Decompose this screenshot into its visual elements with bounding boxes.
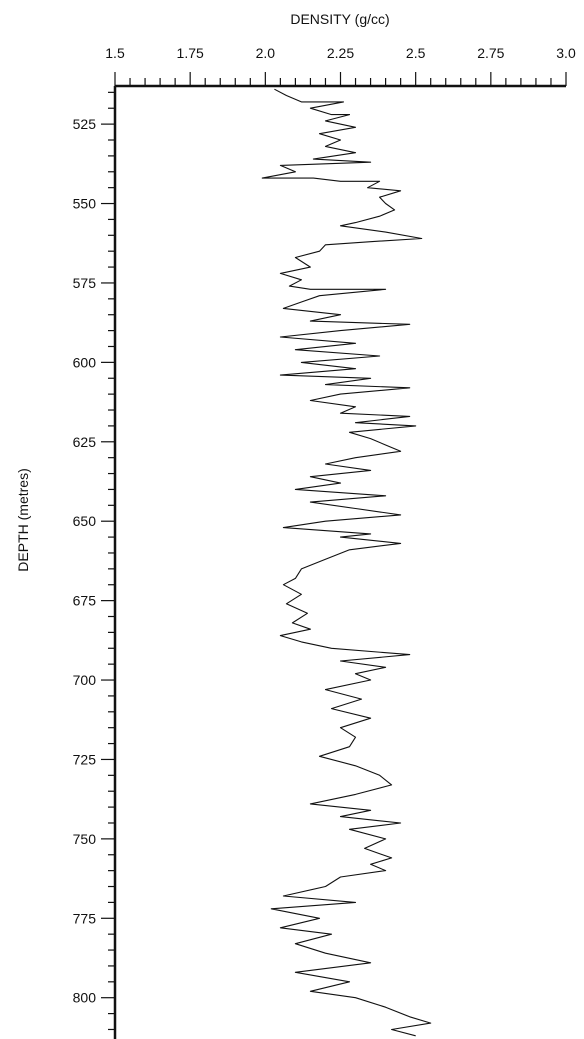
y-tick-label: 650 bbox=[73, 513, 97, 529]
x-tick-label: 1.5 bbox=[105, 45, 125, 61]
y-tick-label: 525 bbox=[73, 116, 97, 132]
y-tick-label: 550 bbox=[73, 196, 97, 212]
y-tick-label: 575 bbox=[73, 275, 97, 291]
x-tick-label: 2.75 bbox=[477, 45, 504, 61]
y-tick-label: 775 bbox=[73, 910, 97, 926]
y-tick-label: 725 bbox=[73, 751, 97, 767]
series-layer bbox=[261, 88, 432, 1037]
x-tick-label: 2.0 bbox=[256, 45, 276, 61]
density-log-line bbox=[261, 88, 432, 1037]
y-tick-label: 600 bbox=[73, 354, 97, 370]
y-tick-label: 750 bbox=[73, 831, 97, 847]
x-axis-ticks: 1.5 1.75 2.0 2.25 2.5 2.75 3.0 bbox=[105, 45, 576, 86]
y-axis-ticks: 525 550 575 600 625 650 675 700 725 750 775 800 bbox=[73, 91, 115, 1031]
y-tick-label: 700 bbox=[73, 672, 97, 688]
x-tick-label: 2.25 bbox=[327, 45, 354, 61]
x-axis-title: DENSITY (g/cc) bbox=[290, 11, 389, 27]
x-tick-label: 1.75 bbox=[177, 45, 204, 61]
x-tick-label: 3.0 bbox=[556, 45, 576, 61]
y-tick-label: 625 bbox=[73, 434, 97, 450]
y-axis-title: DEPTH (metres) bbox=[15, 468, 31, 571]
y-tick-label: 675 bbox=[73, 593, 97, 609]
x-tick-label: 2.5 bbox=[406, 45, 426, 61]
y-tick-label: 800 bbox=[73, 990, 97, 1006]
